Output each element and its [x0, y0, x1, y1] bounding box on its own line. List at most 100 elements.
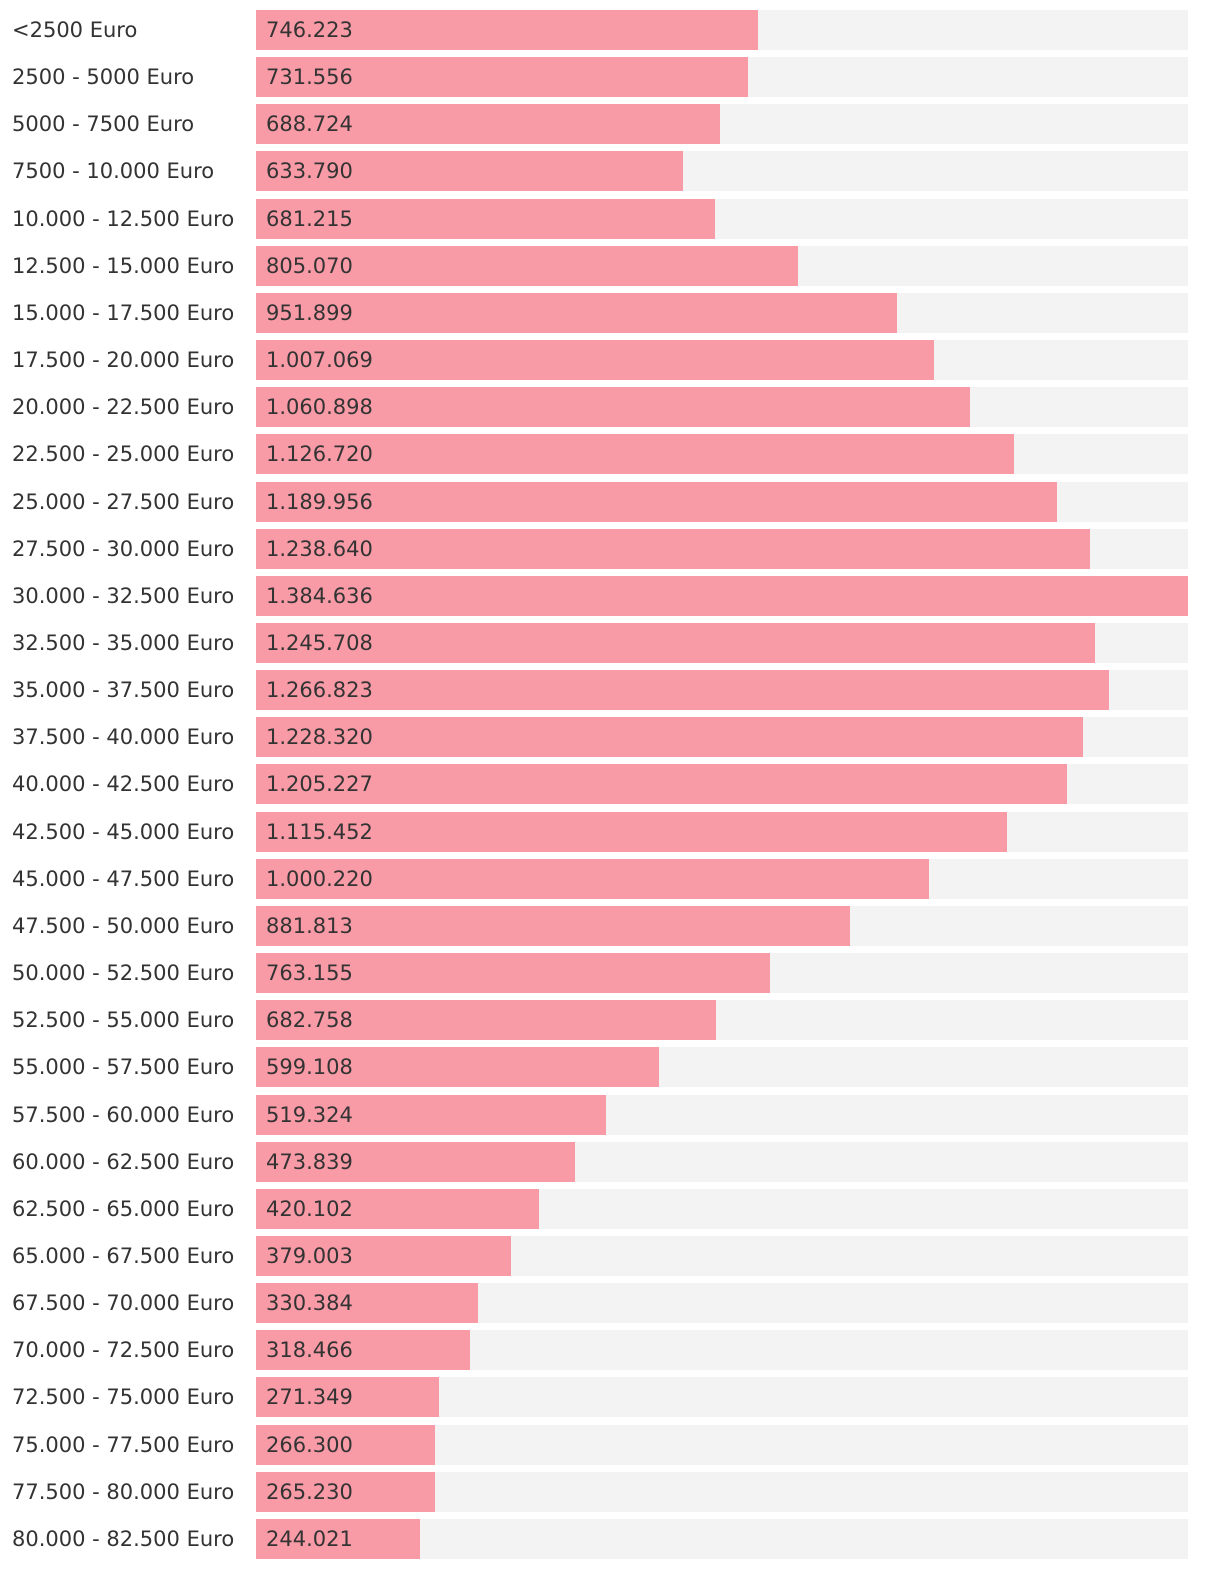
bar-value-label: 763.155	[266, 961, 353, 985]
bar-track: 244.021	[256, 1518, 1188, 1559]
bar-row: 60.000 - 62.500 Euro 473.839	[0, 1141, 1220, 1182]
bar-row: 67.500 - 70.000 Euro 330.384	[0, 1283, 1220, 1323]
bar-row: 17.500 - 20.000 Euro 1.007.069	[0, 340, 1220, 381]
bar	[256, 528, 1090, 569]
bar-value-label: 1.115.452	[266, 819, 373, 844]
bar	[256, 811, 1007, 852]
bar-value-label: 681.215	[266, 206, 353, 231]
bar-row: 75.000 - 77.500 Euro 266.300	[0, 1424, 1220, 1465]
bar	[256, 1000, 716, 1041]
bar	[256, 1471, 435, 1512]
bar-row: 77.500 - 80.000 Euro 265.230	[0, 1471, 1220, 1512]
bar	[256, 622, 1095, 663]
bar-value-label: 265.230	[266, 1479, 353, 1504]
bar-track: 681.215	[256, 198, 1188, 239]
category-label: 60.000 - 62.500 Euro	[12, 1149, 235, 1174]
bar-value-label: 1.189.956	[266, 489, 373, 514]
bar	[256, 953, 770, 993]
bar-value-label: 519.324	[266, 1102, 353, 1127]
bar-track: 1.007.069	[256, 340, 1188, 381]
bar-track: 265.230	[256, 1471, 1188, 1512]
bar	[256, 434, 1015, 475]
bar	[256, 670, 1109, 711]
bar	[256, 57, 749, 98]
bar	[256, 151, 683, 192]
bar-track: 1.245.708	[256, 622, 1188, 663]
category-label: 30.000 - 32.500 Euro	[12, 583, 235, 608]
bar-value-label: 330.384	[266, 1291, 353, 1315]
bar-row: 30.000 - 32.500 Euro 1.384.636	[0, 575, 1220, 616]
bar-row: 57.500 - 60.000 Euro 519.324	[0, 1094, 1220, 1135]
bar-track: 763.155	[256, 953, 1188, 993]
bar-track: 731.556	[256, 57, 1188, 98]
bar	[256, 10, 759, 50]
bar-row: 25.000 - 27.500 Euro 1.189.956	[0, 481, 1220, 522]
bar-track: 473.839	[256, 1141, 1188, 1182]
bar-value-label: 682.758	[266, 1008, 353, 1033]
bar-row: 80.000 - 82.500 Euro 244.021	[0, 1518, 1220, 1559]
bar-track: 682.758	[256, 1000, 1188, 1041]
bar-row: <2500 Euro 746.223	[0, 10, 1220, 50]
bar	[256, 481, 1057, 522]
category-label: 62.500 - 65.000 Euro	[12, 1196, 235, 1221]
bar-value-label: 633.790	[266, 159, 353, 184]
category-label: 57.500 - 60.000 Euro	[12, 1102, 235, 1127]
bar	[256, 245, 798, 286]
bar	[256, 1330, 471, 1371]
bar-value-label: 379.003	[266, 1243, 353, 1268]
bar-value-label: 805.070	[266, 253, 353, 278]
bar-value-label: 746.223	[266, 18, 353, 42]
category-label: 65.000 - 67.500 Euro	[12, 1243, 235, 1268]
bar	[256, 1518, 421, 1559]
bar-row: 20.000 - 22.500 Euro 1.060.898	[0, 387, 1220, 428]
bar-track: 805.070	[256, 245, 1188, 286]
category-label: 77.500 - 80.000 Euro	[12, 1479, 235, 1504]
bar	[256, 1141, 575, 1182]
bar	[256, 1377, 439, 1418]
bar-value-label: 244.021	[266, 1526, 353, 1551]
bar-value-label: 266.300	[266, 1432, 353, 1457]
bar-row: 62.500 - 65.000 Euro 420.102	[0, 1188, 1220, 1229]
bar-value-label: 1.205.227	[266, 772, 373, 797]
bar-value-label: 1.266.823	[266, 678, 373, 703]
bar-value-label: 1.007.069	[266, 348, 373, 373]
bar-track: 1.126.720	[256, 434, 1188, 475]
bar-value-label: 1.060.898	[266, 395, 373, 420]
category-label: 37.500 - 40.000 Euro	[12, 725, 235, 750]
bar	[256, 340, 934, 381]
bar	[256, 1283, 479, 1323]
bar-row: 12.500 - 15.000 Euro 805.070	[0, 245, 1220, 286]
bar-value-label: 951.899	[266, 300, 353, 325]
bar-track: 318.466	[256, 1330, 1188, 1371]
bar	[256, 104, 720, 145]
bar-row: 65.000 - 67.500 Euro 379.003	[0, 1235, 1220, 1276]
category-label: 27.500 - 30.000 Euro	[12, 536, 235, 561]
bar-value-label: 1.384.636	[266, 583, 373, 608]
bar-row: 35.000 - 37.500 Euro 1.266.823	[0, 670, 1220, 711]
bar-track: 1.238.640	[256, 528, 1188, 569]
bar	[256, 575, 1188, 616]
category-label: 2500 - 5000 Euro	[12, 65, 195, 90]
bar-track: 271.349	[256, 1377, 1188, 1418]
bar-row: 37.500 - 40.000 Euro 1.228.320	[0, 717, 1220, 758]
category-label: 5000 - 7500 Euro	[12, 112, 195, 137]
bar-track: 1.266.823	[256, 670, 1188, 711]
bar	[256, 858, 930, 899]
bar-track: 951.899	[256, 292, 1188, 333]
category-label: 45.000 - 47.500 Euro	[12, 866, 235, 891]
bar-track: 519.324	[256, 1094, 1188, 1135]
category-label: 22.500 - 25.000 Euro	[12, 442, 235, 467]
bar-row: 42.500 - 45.000 Euro 1.115.452	[0, 811, 1220, 852]
category-label: 10.000 - 12.500 Euro	[12, 206, 235, 231]
bar	[256, 1188, 539, 1229]
bar-row: 15.000 - 17.500 Euro 951.899	[0, 292, 1220, 333]
bar-value-label: 318.466	[266, 1338, 353, 1363]
category-label: 15.000 - 17.500 Euro	[12, 300, 235, 325]
bar-row: 50.000 - 52.500 Euro 763.155	[0, 953, 1220, 993]
bar-row: 72.500 - 75.000 Euro 271.349	[0, 1377, 1220, 1418]
bar-track: 330.384	[256, 1283, 1188, 1323]
bar-track: 1.000.220	[256, 858, 1188, 899]
bar-value-label: 881.813	[266, 913, 353, 938]
bar-track: 881.813	[256, 905, 1188, 946]
